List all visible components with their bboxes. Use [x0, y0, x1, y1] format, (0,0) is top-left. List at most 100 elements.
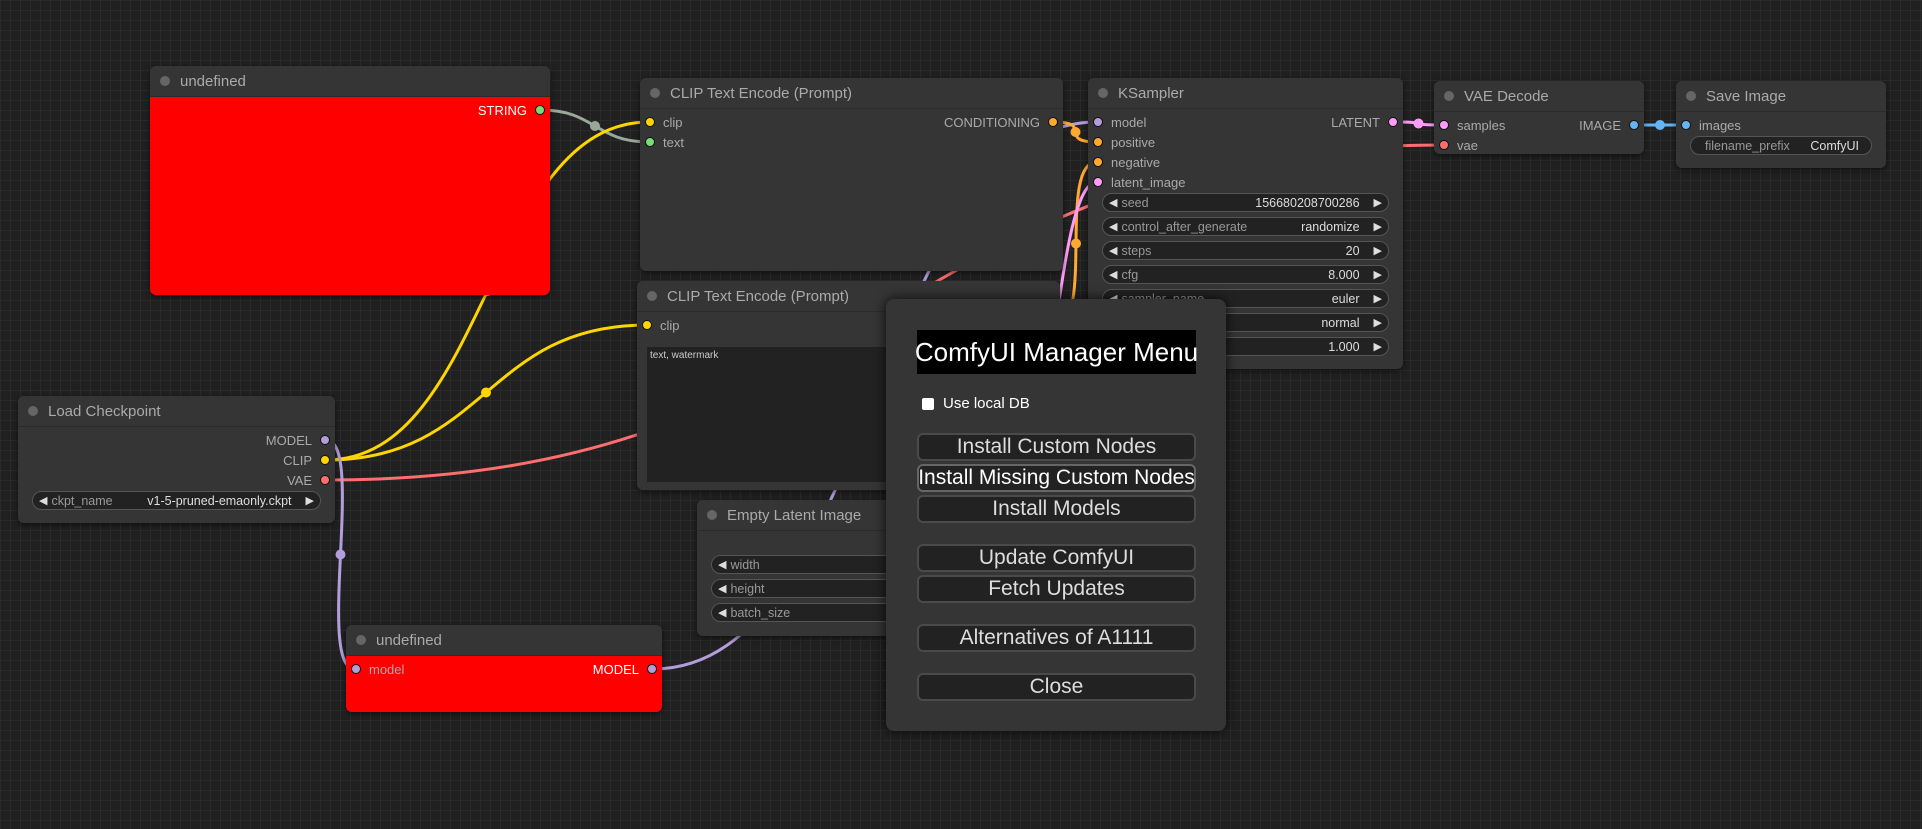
- decrement-arrow-icon[interactable]: ◀: [1109, 245, 1118, 257]
- output-slot-vae[interactable]: VAE: [287, 470, 330, 490]
- alternatives-of-a1111-button[interactable]: Alternatives of A1111: [917, 624, 1196, 652]
- node-collapse-dot-icon[interactable]: [707, 510, 717, 520]
- input-slot-model[interactable]: model: [1093, 112, 1146, 132]
- input-slot-negative[interactable]: negative: [1093, 152, 1160, 172]
- decrement-arrow-icon[interactable]: ◀: [1109, 197, 1118, 209]
- increment-arrow-icon[interactable]: ▶: [1373, 341, 1382, 353]
- widget-seed[interactable]: ◀ seed 156680208700286 ▶: [1102, 193, 1389, 212]
- widget-steps[interactable]: ◀ steps 20 ▶: [1102, 241, 1389, 260]
- widget-filename-prefix[interactable]: filename_prefix ComfyUI: [1690, 136, 1872, 155]
- output-slot-model[interactable]: MODEL: [593, 659, 657, 679]
- slot-dot-icon[interactable]: [1093, 137, 1103, 147]
- node-collapse-dot-icon[interactable]: [28, 406, 38, 416]
- fetch-updates-button[interactable]: Fetch Updates: [917, 575, 1196, 603]
- input-slot-samples[interactable]: samples: [1439, 115, 1505, 135]
- node-collapse-dot-icon[interactable]: [647, 291, 657, 301]
- slot-dot-icon[interactable]: [645, 117, 655, 127]
- slot-dot-icon[interactable]: [1439, 140, 1449, 150]
- install-models-button[interactable]: Install Models: [917, 495, 1196, 523]
- slot-dot-icon[interactable]: [535, 105, 545, 115]
- checkbox-icon[interactable]: [922, 397, 934, 410]
- node-title-bar[interactable]: undefined: [150, 66, 550, 97]
- increment-arrow-icon[interactable]: ▶: [1373, 293, 1382, 305]
- widget-cfg[interactable]: ◀ cfg 8.000 ▶: [1102, 265, 1389, 284]
- install-custom-nodes-button[interactable]: Install Custom Nodes: [917, 433, 1196, 461]
- node-vae-decode[interactable]: VAE Decode samples vae IMAGE: [1434, 81, 1644, 154]
- use-local-db-checkbox[interactable]: Use local DB: [922, 395, 1030, 412]
- increment-arrow-icon[interactable]: ▶: [1373, 269, 1382, 281]
- decrement-arrow-icon[interactable]: ◀: [39, 495, 48, 507]
- increment-arrow-icon[interactable]: ▶: [305, 495, 314, 507]
- input-slot-clip[interactable]: clip: [642, 315, 680, 335]
- output-slot-model[interactable]: MODEL: [266, 430, 330, 450]
- output-slot-latent[interactable]: LATENT: [1331, 112, 1398, 132]
- slot-dot-icon[interactable]: [351, 664, 361, 674]
- widget-control-after-generate[interactable]: ◀ control_after_generate randomize ▶: [1102, 217, 1389, 236]
- input-slot-images[interactable]: images: [1681, 115, 1741, 135]
- wire-midpoint-dot[interactable]: [1071, 238, 1081, 249]
- node-title-bar[interactable]: VAE Decode: [1434, 81, 1644, 112]
- slot-dot-icon[interactable]: [1048, 117, 1058, 127]
- output-slot-image[interactable]: IMAGE: [1579, 115, 1639, 135]
- node-clip-text-encode-1[interactable]: CLIP Text Encode (Prompt) clip text CONDITI…: [640, 78, 1063, 271]
- input-slot-latent_image[interactable]: latent_image: [1093, 172, 1185, 192]
- node-collapse-dot-icon[interactable]: [356, 635, 366, 645]
- increment-arrow-icon[interactable]: ▶: [1373, 197, 1382, 209]
- node-primitive-string[interactable]: undefined STRING: [150, 66, 550, 295]
- decrement-arrow-icon[interactable]: ◀: [718, 559, 727, 571]
- input-slot-clip[interactable]: clip: [645, 112, 683, 132]
- increment-arrow-icon[interactable]: ▶: [1373, 245, 1382, 257]
- slot-dot-icon[interactable]: [1388, 117, 1398, 127]
- node-primitive-model[interactable]: undefined model MODEL: [346, 625, 662, 712]
- node-collapse-dot-icon[interactable]: [1686, 91, 1696, 101]
- wire-midpoint-dot[interactable]: [1413, 118, 1424, 129]
- input-slot-positive[interactable]: positive: [1093, 132, 1155, 152]
- decrement-arrow-icon[interactable]: ◀: [718, 583, 727, 595]
- node-save-image[interactable]: Save Image images filename_prefix ComfyUI: [1676, 81, 1886, 168]
- node-collapse-dot-icon[interactable]: [650, 88, 660, 98]
- slot-dot-icon[interactable]: [1439, 120, 1449, 130]
- slot-dot-icon[interactable]: [1093, 157, 1103, 167]
- install-missing-custom-nodes-button[interactable]: Install Missing Custom Nodes: [917, 464, 1196, 492]
- increment-arrow-icon[interactable]: ▶: [1373, 221, 1382, 233]
- slot-dot-icon[interactable]: [1629, 120, 1639, 130]
- node-load-checkpoint[interactable]: Load Checkpoint MODEL CLIP VAE ◀ ckpt_name v1-…: [18, 396, 335, 523]
- node-title-bar[interactable]: Save Image: [1676, 81, 1886, 112]
- wire-midpoint-dot[interactable]: [1655, 120, 1665, 130]
- decrement-arrow-icon[interactable]: ◀: [1109, 221, 1118, 233]
- slot-dot-icon[interactable]: [642, 320, 652, 330]
- slot-dot-icon[interactable]: [320, 455, 330, 465]
- node-title-bar[interactable]: KSampler: [1088, 78, 1403, 109]
- close-button[interactable]: Close: [917, 673, 1196, 701]
- wire-clip-2: [325, 323, 647, 462]
- slot-dot-icon[interactable]: [320, 435, 330, 445]
- widget-value: ComfyUI: [1810, 138, 1859, 153]
- node-collapse-dot-icon[interactable]: [160, 76, 170, 86]
- input-slot-model[interactable]: model: [351, 659, 404, 679]
- node-title-bar[interactable]: Load Checkpoint: [18, 396, 335, 427]
- update-comfyui-button[interactable]: Update ComfyUI: [917, 544, 1196, 572]
- output-slot-clip[interactable]: CLIP: [283, 450, 330, 470]
- output-slot-string[interactable]: STRING: [478, 100, 545, 120]
- wire-midpoint-dot[interactable]: [590, 121, 600, 131]
- slot-dot-icon[interactable]: [1681, 120, 1691, 130]
- widget-ckpt-name[interactable]: ◀ ckpt_name v1-5-pruned-emaonly.ckpt ▶: [32, 491, 321, 510]
- slot-dot-icon[interactable]: [645, 137, 655, 147]
- decrement-arrow-icon[interactable]: ◀: [718, 607, 727, 619]
- input-slot-text[interactable]: text: [645, 132, 684, 152]
- output-slot-conditioning[interactable]: CONDITIONING: [944, 112, 1058, 132]
- slot-dot-icon[interactable]: [1093, 117, 1103, 127]
- node-title-bar[interactable]: CLIP Text Encode (Prompt): [640, 78, 1063, 109]
- input-slot-vae[interactable]: vae: [1439, 135, 1478, 155]
- slot-dot-icon[interactable]: [320, 475, 330, 485]
- node-collapse-dot-icon[interactable]: [1444, 91, 1454, 101]
- wire-midpoint-dot[interactable]: [481, 387, 491, 398]
- wire-midpoint-dot[interactable]: [335, 549, 346, 560]
- slot-dot-icon[interactable]: [1093, 177, 1103, 187]
- decrement-arrow-icon[interactable]: ◀: [1109, 269, 1118, 281]
- wire-midpoint-dot[interactable]: [1070, 127, 1081, 137]
- slot-dot-icon[interactable]: [647, 664, 657, 674]
- increment-arrow-icon[interactable]: ▶: [1373, 317, 1382, 329]
- node-collapse-dot-icon[interactable]: [1098, 88, 1108, 98]
- node-title-bar[interactable]: undefined: [346, 625, 662, 656]
